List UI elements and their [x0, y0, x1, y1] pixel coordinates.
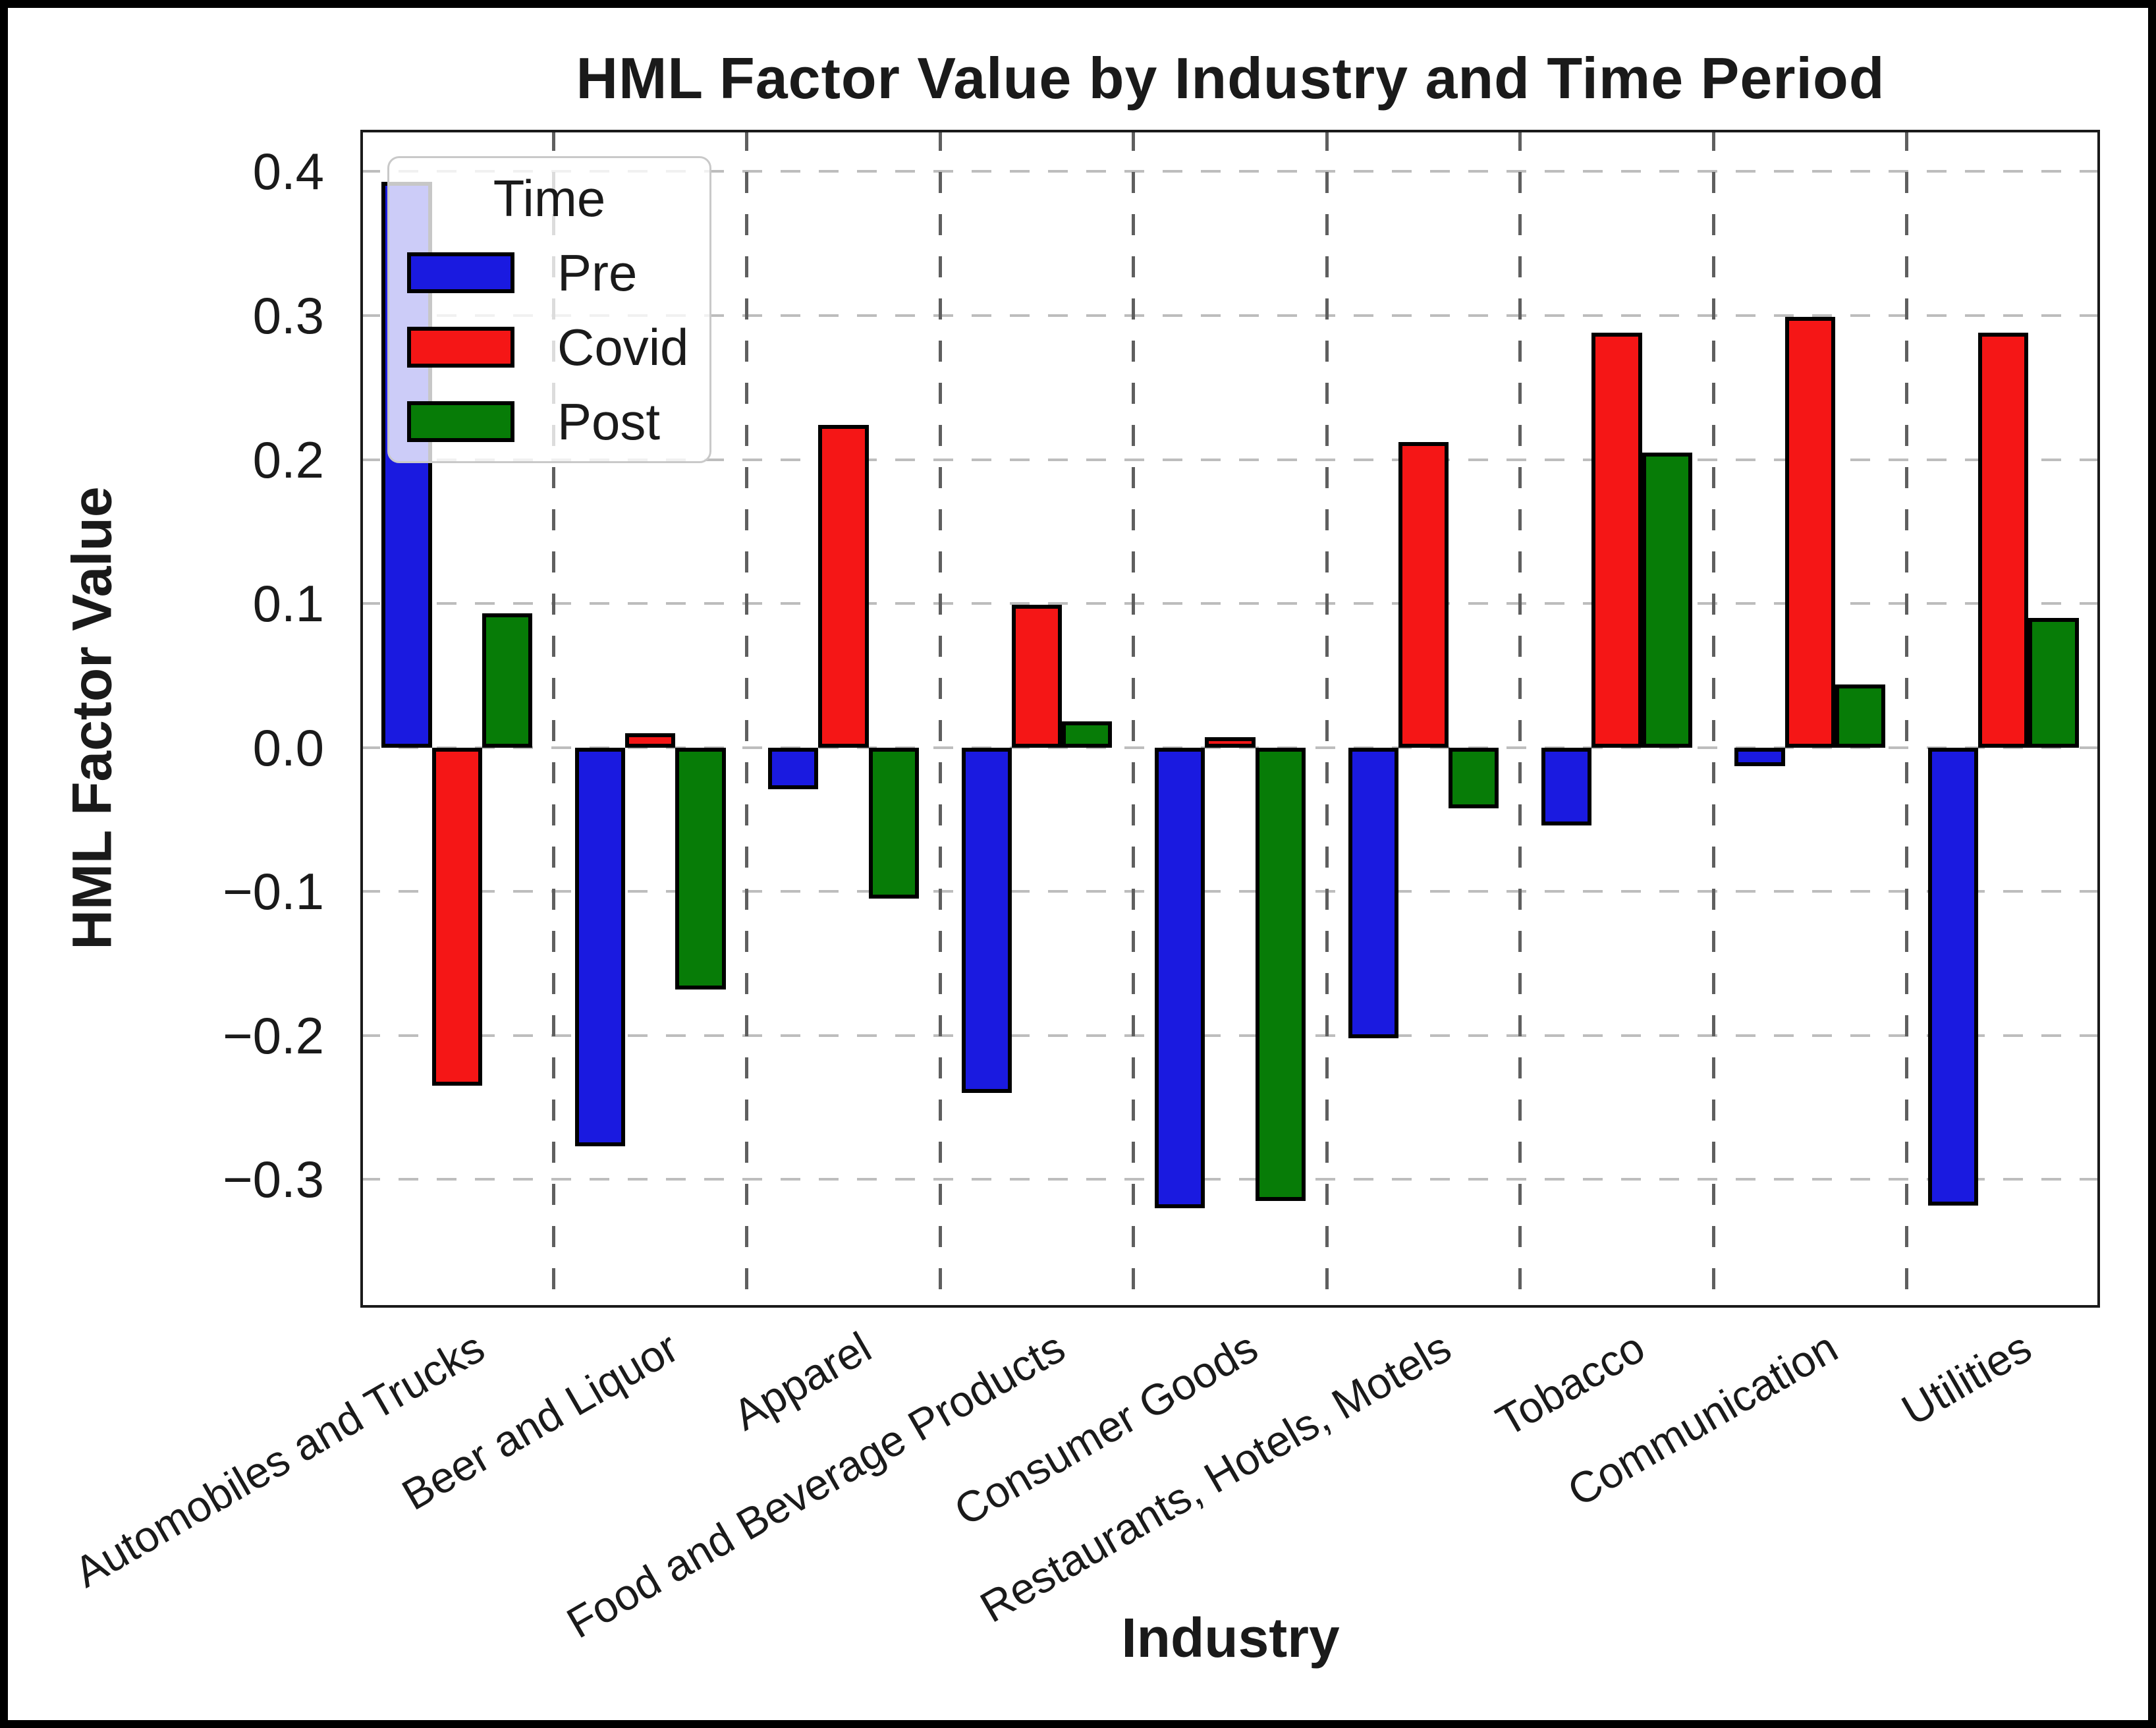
h-gridline--0.2 [360, 1034, 2100, 1037]
y-axis-label: HML Factor Value [61, 486, 123, 950]
bar-pre-5 [1155, 747, 1205, 1209]
bar-covid-7 [1591, 333, 1642, 748]
bar-covid-4 [1011, 605, 1063, 748]
legend-row-covid: Covid [407, 321, 688, 373]
bar-post-3 [868, 747, 920, 899]
y-tick-label-−0.2: −0.2 [223, 1006, 324, 1065]
y-tick-label-−0.3: −0.3 [223, 1150, 324, 1209]
plot-area [360, 130, 2100, 1308]
v-gridline-5 [1325, 130, 1329, 1308]
legend-label-post: Post [557, 393, 661, 451]
v-gridline-2 [745, 130, 749, 1308]
bar-covid-6 [1398, 442, 1449, 748]
bar-pre-9 [1927, 747, 1979, 1206]
v-gridline-6 [1518, 130, 1522, 1308]
y-tick-label-0.3: 0.3 [252, 286, 324, 345]
h-gridline-0.2 [360, 458, 2100, 461]
h-gridline--0.3 [360, 1178, 2100, 1181]
v-gridline-7 [1711, 130, 1715, 1308]
bar-covid-9 [1978, 333, 2029, 748]
bar-covid-5 [1205, 737, 1256, 748]
bar-post-4 [1062, 721, 1113, 748]
bar-post-1 [482, 613, 533, 748]
chart-title: HML Factor Value by Industry and Time Pe… [576, 45, 1885, 111]
legend-label-pre: Pre [557, 244, 638, 302]
v-gridline-3 [938, 130, 942, 1308]
legend-label-covid: Covid [557, 318, 689, 376]
bar-post-5 [1255, 747, 1306, 1202]
bar-covid-8 [1784, 317, 1835, 748]
bar-pre-8 [1734, 747, 1785, 767]
legend-title: Time [493, 169, 606, 227]
legend-row-post: Post [407, 396, 660, 447]
h-gridline--0.1 [360, 890, 2100, 893]
bar-post-2 [675, 747, 726, 989]
legend-row-pre: Pre [407, 247, 637, 298]
h-gridline-0.1 [360, 602, 2100, 605]
bar-pre-7 [1541, 747, 1592, 825]
y-tick-label-0.4: 0.4 [252, 142, 324, 201]
y-tick-label-0.2: 0.2 [252, 430, 324, 489]
bar-pre-4 [961, 747, 1012, 1094]
legend-swatch-covid [407, 327, 514, 368]
y-tick-label-0.0: 0.0 [252, 718, 324, 777]
bar-covid-1 [431, 747, 482, 1086]
bar-post-7 [1642, 452, 1692, 748]
x-tick-label-9: Utilities [1893, 1322, 2039, 1435]
legend-swatch-post [407, 401, 514, 442]
x-tick-label-3: Apparel [725, 1322, 879, 1440]
y-tick-label-0.1: 0.1 [252, 574, 324, 633]
x-axis-label: Industry [1121, 1607, 1340, 1669]
bar-pre-6 [1348, 747, 1398, 1039]
v-gridline-4 [1132, 130, 1136, 1308]
bar-pre-3 [768, 747, 819, 790]
legend: Time Pre Covid Post [387, 156, 711, 463]
bar-covid-2 [625, 733, 676, 748]
v-gridline-1 [551, 130, 555, 1308]
bar-post-9 [2028, 617, 2079, 748]
x-tick-label-7: Tobacco [1487, 1322, 1653, 1446]
h-gridline-0.3 [360, 314, 2100, 317]
h-gridline-0 [360, 746, 2100, 749]
h-gridline-0.4 [360, 170, 2100, 173]
bar-pre-2 [574, 747, 625, 1147]
v-gridline-8 [1905, 130, 1909, 1308]
bar-covid-3 [818, 425, 869, 748]
legend-swatch-pre [407, 252, 514, 293]
bar-post-8 [1835, 684, 1886, 748]
y-tick-label-−0.1: −0.1 [223, 862, 324, 921]
bar-post-6 [1449, 747, 1499, 808]
